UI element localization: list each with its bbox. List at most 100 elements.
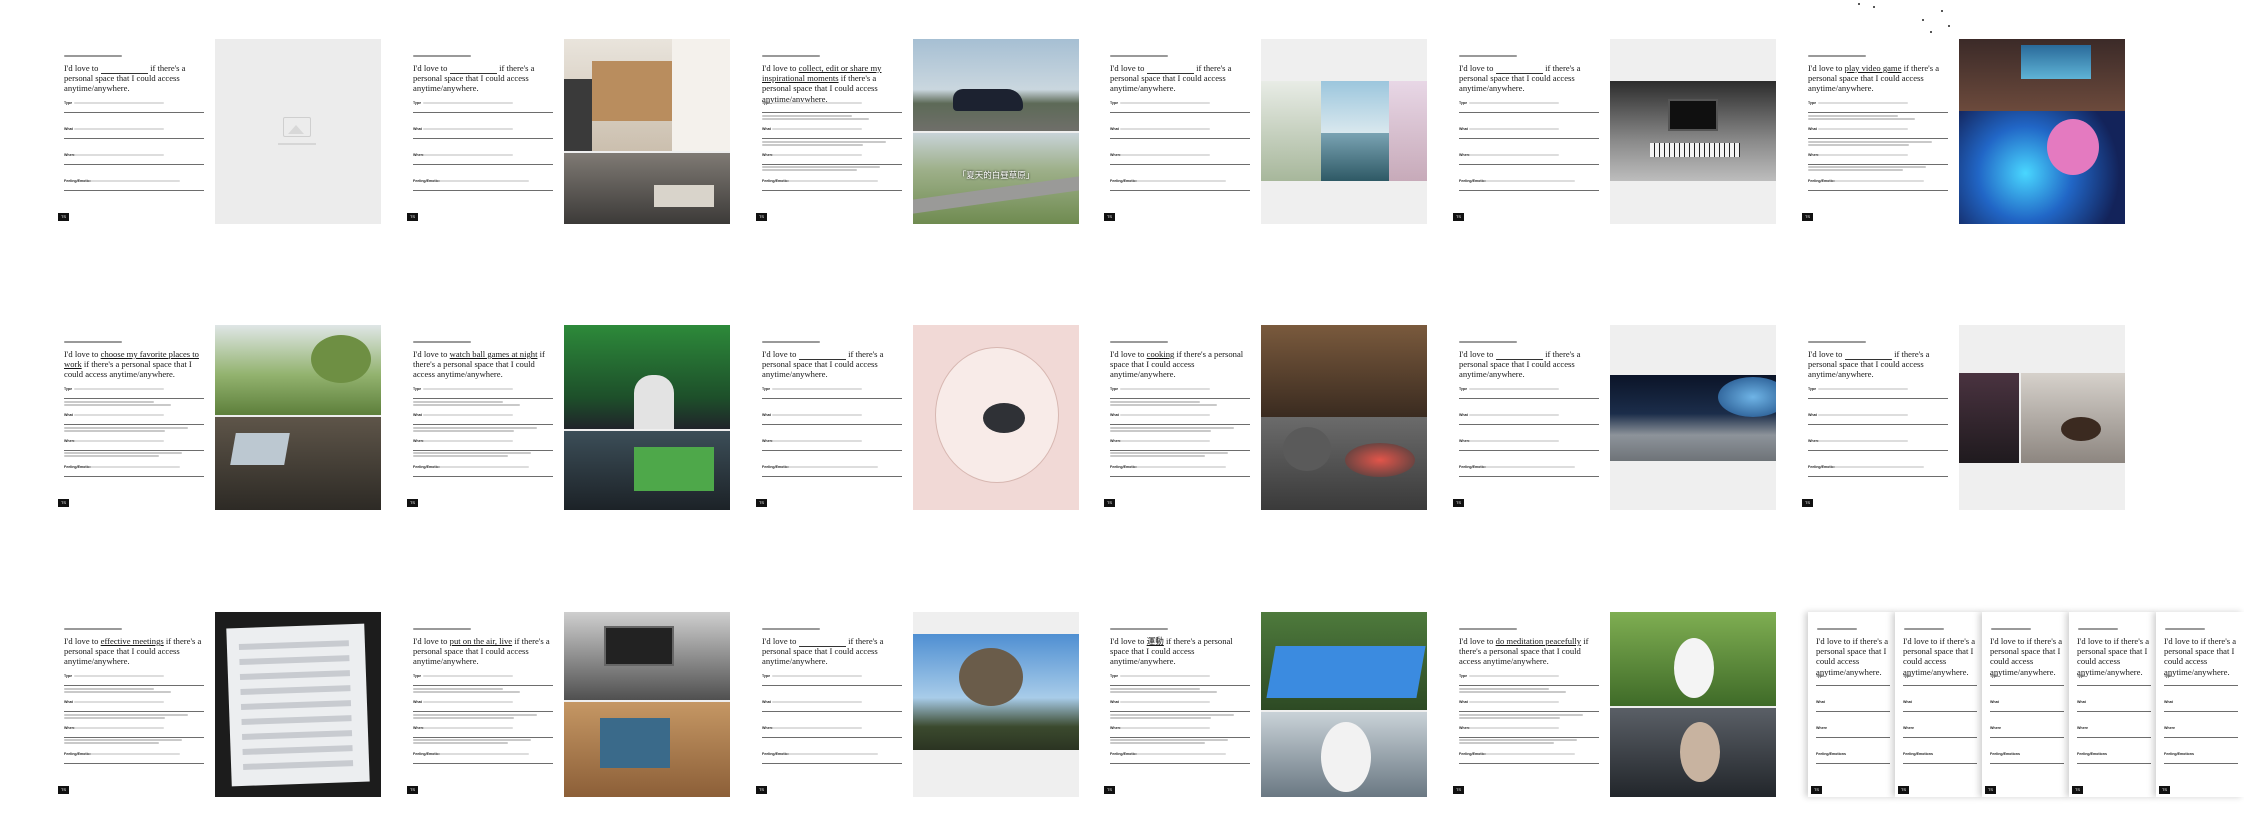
field-where[interactable]: Where xyxy=(413,153,553,165)
field-what[interactable]: What xyxy=(1808,413,1948,425)
field-feeling[interactable]: Feeling/Emotions xyxy=(1903,752,1977,764)
field-where[interactable]: Where xyxy=(2164,726,2238,738)
field-type[interactable]: Type xyxy=(413,387,553,399)
stacked-template-page[interactable]: I'd love to if there's a personal space … xyxy=(1895,612,1983,797)
field-what[interactable]: What xyxy=(1459,700,1599,712)
card-image[interactable] xyxy=(564,612,730,797)
field-where[interactable]: Where xyxy=(1459,153,1599,165)
card-image[interactable] xyxy=(1610,39,1776,224)
card-image[interactable] xyxy=(215,325,381,510)
card-image[interactable] xyxy=(1261,39,1427,224)
card-r1c5[interactable]: I'd love to if there's a personal space … xyxy=(1450,39,1776,224)
card-image[interactable] xyxy=(1959,39,2125,224)
field-what[interactable]: What xyxy=(413,127,553,139)
field-where[interactable]: Where xyxy=(2077,726,2151,738)
field-type[interactable]: Type xyxy=(1903,674,1977,686)
card-r1c1[interactable]: I'd love to if there's a personal space … xyxy=(55,39,381,224)
field-what[interactable]: What xyxy=(1110,700,1250,712)
field-where[interactable]: Where xyxy=(1808,153,1948,165)
field-type[interactable]: Type xyxy=(413,101,553,113)
stacked-template-page[interactable]: I'd love to if there's a personal space … xyxy=(1982,612,2070,797)
field-where[interactable]: Where xyxy=(1110,153,1250,165)
field-what[interactable]: What xyxy=(762,700,902,712)
field-where[interactable]: Where xyxy=(1459,726,1599,738)
field-feeling[interactable]: Feeling/Emotions xyxy=(1110,465,1250,477)
card-image[interactable]: 「夏天的白昼草原」 xyxy=(913,39,1079,224)
field-feeling[interactable]: Feeling/Emotions xyxy=(1459,465,1599,477)
card-image[interactable] xyxy=(913,612,1079,797)
field-feeling[interactable]: Feeling/Emotions xyxy=(413,179,553,191)
card-r1c6[interactable]: I'd love to play video game if there's a… xyxy=(1799,39,2125,224)
field-type[interactable]: Type xyxy=(1990,674,2064,686)
stacked-template-page[interactable]: I'd love to if there's a personal space … xyxy=(2069,612,2157,797)
field-feeling[interactable]: Feeling/Emotions xyxy=(2077,752,2151,764)
field-where[interactable]: Where xyxy=(1808,439,1948,451)
card-r3c3[interactable]: I'd love to if there's a personal space … xyxy=(753,612,1079,797)
field-what[interactable]: What xyxy=(1459,127,1599,139)
field-type[interactable]: Type xyxy=(1459,101,1599,113)
field-feeling[interactable]: Feeling/Emotions xyxy=(64,752,204,764)
field-type[interactable]: Type xyxy=(2164,674,2238,686)
card-image[interactable] xyxy=(1261,325,1427,510)
field-feeling[interactable]: Feeling/Emotions xyxy=(413,465,553,477)
field-where[interactable]: Where xyxy=(413,726,553,738)
stacked-template-page[interactable]: I'd love to if there's a personal space … xyxy=(2156,612,2244,797)
field-what[interactable]: What xyxy=(64,413,204,425)
field-what[interactable]: What xyxy=(1459,413,1599,425)
field-feeling[interactable]: Feeling/Emotions xyxy=(1110,752,1250,764)
field-feeling[interactable]: Feeling/Emotions xyxy=(1459,179,1599,191)
stacked-template-page[interactable]: I'd love to if there's a personal space … xyxy=(1808,612,1896,797)
field-type[interactable]: Type xyxy=(762,387,902,399)
field-feeling[interactable]: Feeling/Emotions xyxy=(64,179,204,191)
field-type[interactable]: Type xyxy=(1816,674,1890,686)
field-feeling[interactable]: Feeling/Emotions xyxy=(1808,465,1948,477)
field-type[interactable]: Type xyxy=(1110,674,1250,686)
card-image[interactable] xyxy=(1959,325,2125,510)
card-r2c3[interactable]: I'd love to if there's a personal space … xyxy=(753,325,1079,510)
field-where[interactable]: Where xyxy=(64,153,204,165)
card-r3c2[interactable]: I'd love to put on the air, live if ther… xyxy=(404,612,730,797)
field-type[interactable]: Type xyxy=(2077,674,2151,686)
field-type[interactable]: Type xyxy=(64,674,204,686)
field-where[interactable]: Where xyxy=(1903,726,1977,738)
field-where[interactable]: Where xyxy=(64,439,204,451)
card-r2c5[interactable]: I'd love to if there's a personal space … xyxy=(1450,325,1776,510)
field-type[interactable]: Type xyxy=(1110,387,1250,399)
card-image[interactable] xyxy=(215,39,381,224)
field-what[interactable]: What xyxy=(64,700,204,712)
field-where[interactable]: Where xyxy=(413,439,553,451)
field-feeling[interactable]: Feeling/Emotions xyxy=(762,179,902,191)
card-image[interactable] xyxy=(913,325,1079,510)
card-r3c1[interactable]: I'd love to effective meetings if there'… xyxy=(55,612,381,797)
card-r3c5[interactable]: I'd love to do meditation peacefully if … xyxy=(1450,612,1776,797)
card-r2c6[interactable]: I'd love to if there's a personal space … xyxy=(1799,325,2125,510)
field-type[interactable]: Type xyxy=(1459,674,1599,686)
field-where[interactable]: Where xyxy=(1816,726,1890,738)
field-where[interactable]: Where xyxy=(1110,726,1250,738)
card-r1c4[interactable]: I'd love to if there's a personal space … xyxy=(1101,39,1427,224)
card-image[interactable] xyxy=(1261,612,1427,797)
field-what[interactable]: What xyxy=(1110,127,1250,139)
field-what[interactable]: What xyxy=(1808,127,1948,139)
field-type[interactable]: Type xyxy=(1808,101,1948,113)
field-type[interactable]: Type xyxy=(762,101,902,113)
field-feeling[interactable]: Feeling/Emotions xyxy=(1816,752,1890,764)
field-feeling[interactable]: Feeling/Emotions xyxy=(413,752,553,764)
field-feeling[interactable]: Feeling/Emotions xyxy=(1808,179,1948,191)
field-what[interactable]: What xyxy=(1816,700,1890,712)
field-what[interactable]: What xyxy=(2164,700,2238,712)
field-type[interactable]: Type xyxy=(1808,387,1948,399)
field-type[interactable]: Type xyxy=(762,674,902,686)
field-what[interactable]: What xyxy=(762,127,902,139)
field-what[interactable]: What xyxy=(1990,700,2064,712)
field-where[interactable]: Where xyxy=(1459,439,1599,451)
card-r2c2[interactable]: I'd love to watch ball games at night if… xyxy=(404,325,730,510)
field-what[interactable]: What xyxy=(762,413,902,425)
card-r2c1[interactable]: I'd love to choose my favorite places to… xyxy=(55,325,381,510)
card-image[interactable] xyxy=(564,39,730,224)
field-type[interactable]: Type xyxy=(1459,387,1599,399)
card-r2c4[interactable]: I'd love to cooking if there's a persona… xyxy=(1101,325,1427,510)
field-where[interactable]: Where xyxy=(1110,439,1250,451)
field-feeling[interactable]: Feeling/Emotions xyxy=(762,465,902,477)
card-r3c4[interactable]: I'd love to 運動 if there's a personal spa… xyxy=(1101,612,1427,797)
